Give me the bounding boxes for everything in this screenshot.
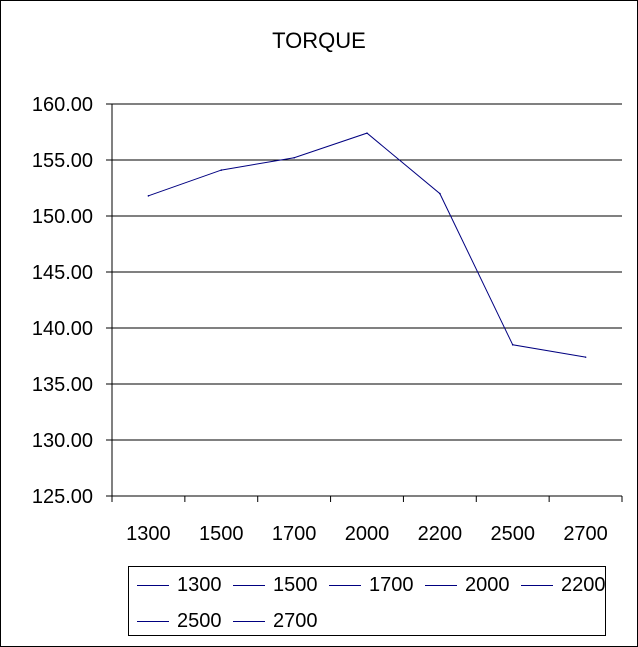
legend-item-2700: 2700: [233, 611, 325, 631]
data-point-1300: [147, 195, 150, 197]
data-point-1500: [220, 169, 223, 171]
legend-label: 1300: [177, 574, 222, 596]
legend-label: 2200: [561, 574, 606, 596]
legend-swatch: [329, 585, 361, 586]
x-tick-label-1500: 1500: [199, 523, 244, 545]
legend-label: 2000: [465, 574, 510, 596]
axis-layer: [106, 103, 623, 502]
y-tick-label-145.00: 145.00: [32, 262, 93, 284]
data-point-2500: [511, 344, 514, 346]
legend-item-1700: 1700: [329, 575, 421, 595]
data-point-1700: [293, 156, 295, 159]
y-tick-label-125.00: 125.00: [32, 486, 93, 508]
data-point-2200: [439, 192, 441, 195]
legend-label: 2700: [273, 610, 318, 632]
x-tick-label-1700: 1700: [272, 523, 317, 545]
legend: 1300 1500 1700 2000 2200 2500 2700: [128, 566, 606, 636]
legend-item-1500: 1500: [233, 575, 325, 595]
legend-label: 1700: [369, 574, 414, 596]
data-point-2000: [366, 132, 368, 134]
chart-title: TORQUE: [272, 28, 366, 53]
legend-swatch: [137, 585, 169, 586]
y-tick-label-140.00: 140.00: [32, 318, 93, 340]
x-tick-label-2500: 2500: [490, 523, 535, 545]
legend-swatch: [137, 621, 169, 622]
legend-swatch: [425, 585, 457, 586]
series-layer: [147, 132, 587, 358]
y-tick-label-130.00: 130.00: [32, 430, 93, 452]
data-point-2700: [584, 356, 587, 358]
grid-layer: [112, 103, 622, 441]
legend-label: 1500: [273, 574, 318, 596]
y-tick-label-150.00: 150.00: [32, 206, 93, 228]
label-layer: 125.00 130.00 135.00 140.00 145.00 150.00 155.…: [32, 94, 608, 545]
y-tick-label-135.00: 135.00: [32, 374, 93, 396]
legend-item-2500: 2500: [137, 611, 229, 631]
x-tick-label-2000: 2000: [345, 523, 390, 545]
y-tick-label-155.00: 155.00: [32, 150, 93, 172]
legend-swatch: [233, 621, 265, 622]
legend-swatch: [233, 585, 265, 586]
legend-label: 2500: [177, 610, 222, 632]
legend-item-2200: 2200: [521, 575, 613, 595]
x-tick-label-2200: 2200: [418, 523, 463, 545]
legend-item-1300: 1300: [137, 575, 229, 595]
x-tick-label-1300: 1300: [126, 523, 171, 545]
legend-swatch: [521, 585, 553, 586]
x-tick-label-2700: 2700: [563, 523, 608, 545]
series-line-0: [148, 132, 586, 358]
legend-item-2000: 2000: [425, 575, 517, 595]
y-tick-label-160.00: 160.00: [32, 94, 93, 116]
